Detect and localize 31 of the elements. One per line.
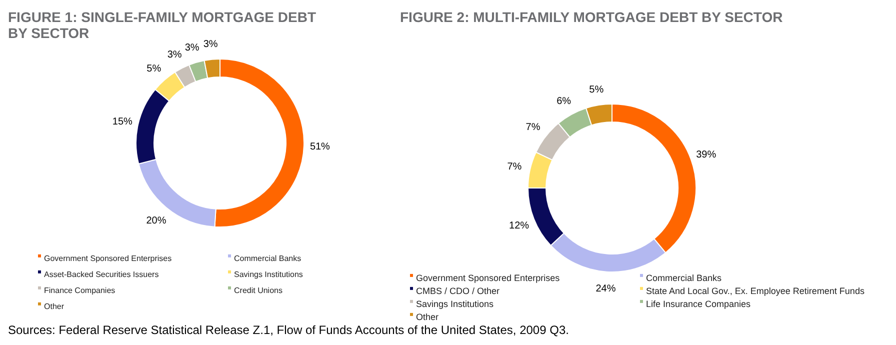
legend-label: Credit Unions <box>234 286 282 295</box>
legend-label: Other <box>44 302 64 311</box>
legend-label: Commercial Banks <box>234 254 302 263</box>
legend-label: Asset-Backed Securities Issuers <box>44 270 159 279</box>
legend-label: Commercial Banks <box>646 273 722 284</box>
data-label: 3% <box>184 42 200 54</box>
data-label: 3% <box>203 38 218 50</box>
data-label: 15% <box>112 116 133 128</box>
legend-label: CMBS / CDO / Other <box>416 286 500 296</box>
chart-title: FIGURE 2: MULTI-FAMILY MORTGAGE DEBT BY SECTOR <box>400 9 783 25</box>
data-label: 6% <box>556 96 572 107</box>
chart-title: FIGURE 1: SINGLE-FAMILY MORTGAGE DEBT BY SECTOR <box>8 9 316 41</box>
data-label: 20% <box>146 216 166 227</box>
legend-label: Savings Institutions <box>234 270 303 279</box>
data-label: 12% <box>509 220 530 232</box>
legend-label: Life Insurance Companies <box>646 299 752 310</box>
source-note: Sources: Federal Reserve Statistical Release Z.1, Flow of Funds Accounts of the United States, 2009 Q3. <box>8 323 569 337</box>
data-label: 7% <box>526 122 540 134</box>
data-label: 3% <box>167 49 182 60</box>
legend-label: Savings Institutions <box>416 299 494 310</box>
legend-label: Government Sponsored Enterprises <box>416 273 560 284</box>
legend-label: Finance Companies <box>44 286 116 295</box>
data-label: 39% <box>696 150 716 161</box>
data-label: 24% <box>596 283 616 294</box>
legend-label: State And Local Gov., Ex. Employee Retirement Funds <box>646 286 865 296</box>
legend-label: Government Sponsored Enterprises <box>44 254 172 263</box>
data-label: 5% <box>146 63 162 74</box>
data-label: 51% <box>310 142 330 153</box>
data-label: 5% <box>589 84 604 96</box>
legend-label: Other <box>416 312 439 322</box>
data-label: 7% <box>507 162 522 173</box>
